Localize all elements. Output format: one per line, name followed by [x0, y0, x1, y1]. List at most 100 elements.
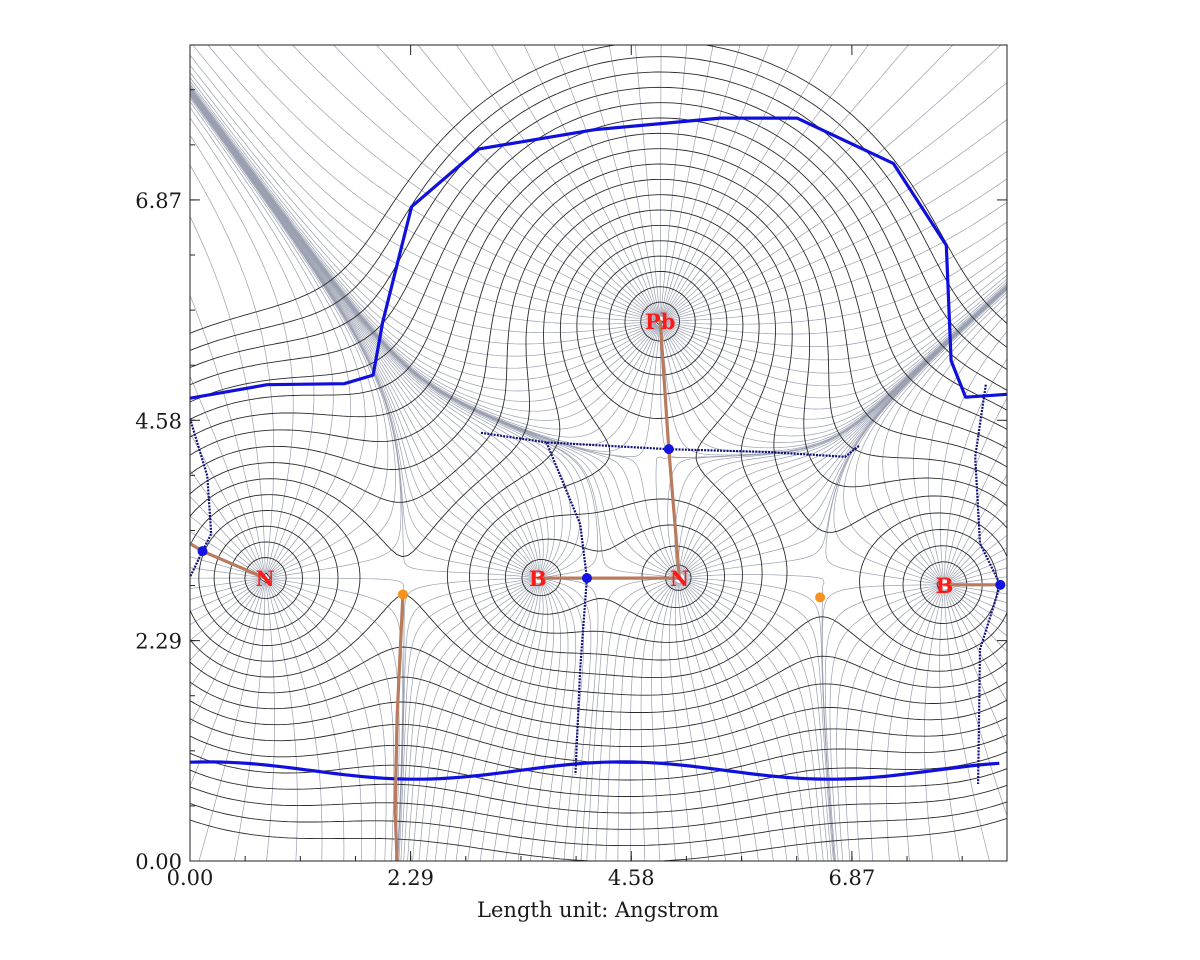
- gradient-line: [269, 579, 395, 861]
- gradient-line: [944, 589, 1007, 818]
- bond-critical-point: [663, 444, 674, 455]
- gradient-line: [683, 580, 824, 861]
- gradient-line: [659, 45, 662, 317]
- gradient-line: [886, 588, 943, 861]
- atom-label: Pb: [645, 309, 675, 334]
- gradient-line: [266, 582, 298, 861]
- bond-path: [393, 592, 405, 861]
- gradient-line: [947, 519, 1007, 582]
- gradient-line: [679, 582, 759, 861]
- bond-critical-point: [581, 573, 592, 584]
- gradient-line: [944, 589, 990, 861]
- gradient-line: [190, 84, 657, 381]
- density-contour: [229, 255, 968, 626]
- gradient-line: [640, 580, 677, 861]
- gradient-line: [190, 88, 675, 578]
- gradient-line: [661, 45, 770, 317]
- gradient-line: [426, 582, 537, 861]
- density-contour: [190, 102, 1007, 797]
- gradient-line: [256, 45, 656, 320]
- gradient-line: [190, 106, 334, 575]
- gradient-line: [190, 567, 261, 578]
- gradient-line: [664, 274, 1007, 374]
- atom-label: B: [529, 566, 547, 591]
- gradient-line: [207, 45, 656, 321]
- gradient-line: [268, 580, 376, 861]
- gradient-line: [684, 574, 835, 861]
- gradient-line: [270, 577, 405, 861]
- basin-boundary: [974, 384, 1002, 785]
- gradient-line: [681, 582, 788, 861]
- y-tick-label: 4.58: [135, 409, 182, 433]
- gradient-line: [868, 289, 1007, 582]
- gradient-line: [530, 580, 561, 861]
- gradient-line: [947, 534, 1007, 582]
- density-contour: [259, 286, 696, 591]
- gradient-line: [523, 45, 659, 318]
- gradient-line: [617, 579, 676, 861]
- gradient-line: [190, 54, 656, 322]
- x-tick-label: 0.00: [167, 866, 214, 890]
- gradient-line: [190, 83, 657, 369]
- density-contour: [640, 301, 681, 342]
- gradient-line: [634, 45, 661, 317]
- gradient-line: [945, 589, 1007, 747]
- gradient-line: [897, 295, 1007, 581]
- gradient-line: [190, 100, 351, 575]
- gradient-line: [664, 268, 1007, 361]
- gradient-line: [683, 579, 829, 861]
- gradient-line: [660, 45, 714, 317]
- density-contour: [190, 86, 1007, 814]
- gradient-line: [190, 71, 656, 334]
- critical-points: [197, 444, 1006, 603]
- x-tick-label: 6.87: [829, 866, 876, 890]
- gradient-line: [190, 88, 659, 430]
- gradient-line: [190, 87, 658, 412]
- gradient-line: [400, 579, 534, 861]
- gradient-line: [678, 582, 726, 861]
- gradient-line: [434, 582, 537, 861]
- gradient-line: [397, 578, 534, 861]
- gradient-line: [679, 582, 743, 861]
- gradient-line: [825, 287, 1007, 585]
- gradient-line: [190, 294, 265, 574]
- gradient-line: [479, 582, 541, 861]
- gradient-line: [660, 45, 688, 317]
- gradient-line: [190, 495, 263, 575]
- gradient-line: [662, 284, 1007, 420]
- gradient-line: [190, 375, 265, 574]
- bond-critical-point: [995, 579, 1006, 590]
- gradient-line: [684, 578, 834, 861]
- gradient-line: [517, 581, 555, 861]
- y-tick-label: 0.00: [135, 850, 182, 874]
- density-contour: [190, 178, 1007, 713]
- gradient-line: [586, 577, 675, 861]
- gradient-line: [663, 45, 954, 319]
- gradient-line: [553, 45, 659, 317]
- density-contour: [213, 240, 983, 643]
- gradient-line: [662, 45, 833, 318]
- bond-critical-point: [197, 546, 208, 557]
- gradient-line: [467, 582, 539, 861]
- gradient-line: [664, 221, 1007, 322]
- gradient-line: [269, 580, 387, 861]
- gradient-line: [190, 578, 261, 590]
- gradient-line: [228, 45, 656, 321]
- gradient-line: [190, 582, 265, 788]
- gradient-line: [190, 134, 294, 574]
- gradient-line: [190, 76, 656, 345]
- gradient-line: [190, 531, 262, 576]
- gradient-line: [269, 578, 403, 861]
- gradient-line: [947, 587, 1007, 637]
- gradient-line: [661, 45, 741, 317]
- gradient-line: [855, 587, 941, 861]
- gradient-line: [542, 579, 577, 861]
- gradient-line: [491, 45, 658, 318]
- density-contour: [190, 45, 1007, 861]
- gradient-line: [190, 80, 656, 357]
- x-axis-title: Length unit: Angstrom: [477, 898, 719, 922]
- gradient-line: [190, 580, 262, 626]
- gradient-line: [836, 586, 941, 861]
- ring-critical-point: [397, 589, 408, 600]
